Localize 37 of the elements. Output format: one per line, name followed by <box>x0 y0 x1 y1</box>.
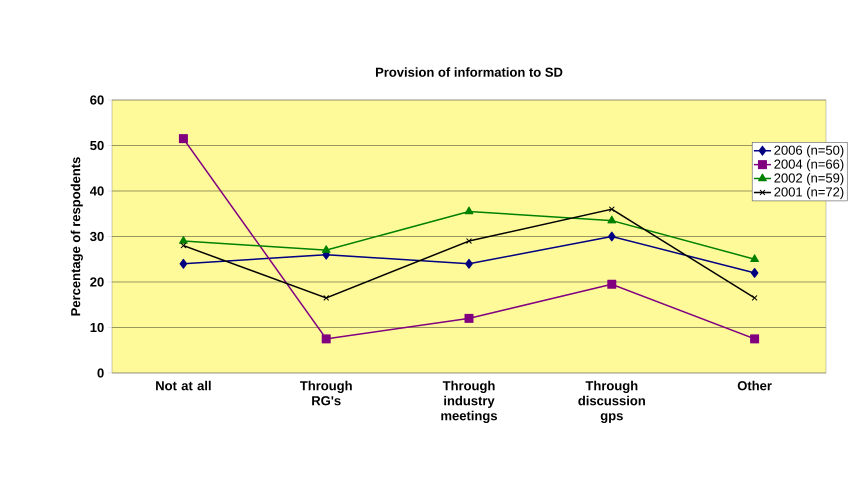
y-axis-title: Percentage of respodents <box>70 157 83 316</box>
point <box>608 231 616 242</box>
y-tick-label: 40 <box>90 186 104 196</box>
y-tick-label: 30 <box>90 232 104 242</box>
x-tick-label: Through RG's <box>300 380 352 406</box>
chart-title: Provision of information to SD <box>376 67 562 77</box>
point <box>180 258 188 269</box>
y-tick-label: 20 <box>90 277 104 287</box>
point <box>322 245 331 253</box>
point <box>750 254 759 262</box>
point <box>608 206 615 212</box>
point <box>464 314 474 323</box>
point <box>750 334 760 344</box>
x-tick-label: Other <box>738 380 772 390</box>
x-tick-label: Through discussion gps <box>578 380 645 423</box>
legend-label: 2004 (n=66) <box>774 159 844 172</box>
point <box>607 216 616 224</box>
y-tick-label: 60 <box>90 95 104 105</box>
point <box>464 206 474 214</box>
legend-label: 2001 (n=72) <box>774 186 844 200</box>
legend-label: 2002 (n=59) <box>774 173 844 186</box>
x-tick-label: Not at all <box>156 380 211 390</box>
y-tick-label: 10 <box>90 322 104 332</box>
point <box>322 334 331 344</box>
point <box>607 280 616 289</box>
point <box>180 242 186 249</box>
x-tick-label: Through industry meetings <box>441 380 497 423</box>
point <box>466 238 472 244</box>
y-tick-label: 0 <box>97 368 104 378</box>
point <box>178 134 188 144</box>
legend-label: 2006 (n=50) <box>774 145 844 158</box>
point <box>465 258 473 269</box>
point <box>752 294 758 301</box>
point <box>323 294 330 301</box>
point <box>750 268 758 278</box>
y-tick-label: 50 <box>90 140 104 150</box>
point <box>179 236 188 244</box>
